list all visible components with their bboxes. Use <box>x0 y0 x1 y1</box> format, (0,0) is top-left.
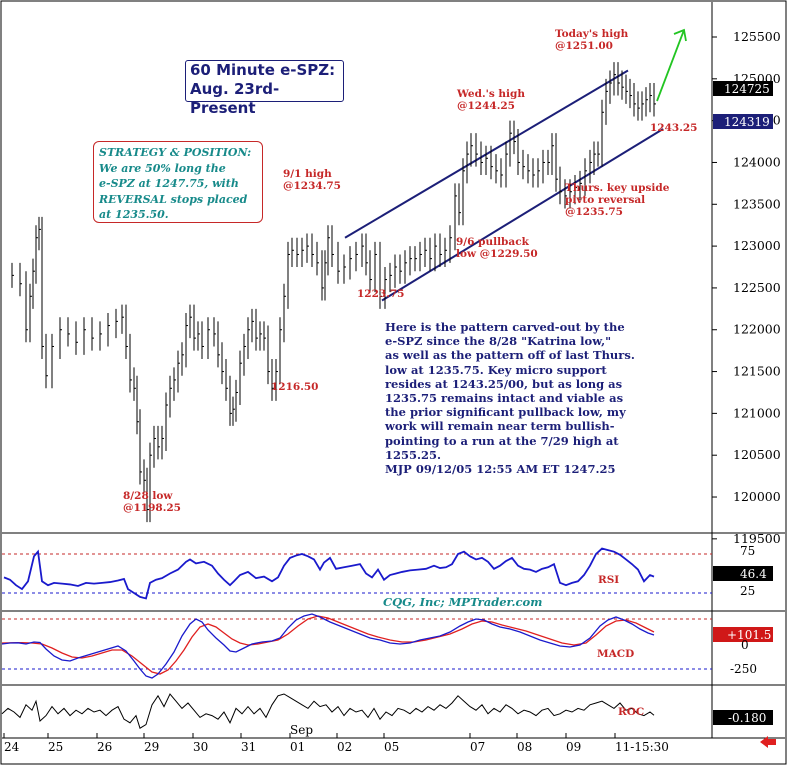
macd-value-label: +101.5 <box>727 628 771 642</box>
annotation-today-high: @1251.00 <box>555 40 613 52</box>
annotation-wed-high: Wed.'s high <box>456 88 525 100</box>
price-tick-label: 119500 <box>733 531 781 546</box>
commentary-text: Here is the pattern carved-out by the e-… <box>385 320 685 476</box>
x-tick-label: 07 <box>470 740 485 754</box>
commentary-line: the prior significant pullback low, my <box>385 405 626 420</box>
price-tick-label: 122000 <box>733 322 781 337</box>
rsi-value-label: 46.4 <box>740 567 767 581</box>
annotation-katrina-low: @1198.25 <box>123 502 181 514</box>
roc-name-label: ROC <box>618 706 644 718</box>
chart-title-line-2: Aug. 23rd-Present <box>190 80 280 117</box>
commentary-line: Here is the pattern carved-out by the <box>385 320 625 334</box>
macd-value-box <box>713 627 773 642</box>
annotation-sep6-pullback: low @1229.50 <box>456 248 538 260</box>
chart-title-box: 60 Minute e-SPZ: Aug. 23rd-Present <box>185 60 344 117</box>
annotation-thurs-reversal: pivto reversal <box>565 194 645 206</box>
macd-signal-line <box>1 615 655 675</box>
strategy-line: e-SPZ at 1247.75, with <box>99 177 239 190</box>
annotation-support-1243: 1243.25 <box>650 122 698 134</box>
x-tick-label: 01 <box>290 740 305 754</box>
projection-arrowhead <box>673 28 687 42</box>
annotation-thurs-reversal: @1235.75 <box>565 206 623 218</box>
macd-tick-label: 0 <box>741 638 749 652</box>
roc-line <box>1 693 655 729</box>
x-tick-label: 11-15:30 <box>615 740 669 754</box>
price-tick-label: 123000 <box>733 238 781 253</box>
rsi-tick-label: 25 <box>740 584 755 598</box>
price-tick-label: 122500 <box>733 280 781 295</box>
channel-lower-line <box>381 128 664 302</box>
chart-title-line-1: 60 Minute e-SPZ: <box>190 61 336 79</box>
x-tick-label: 29 <box>144 740 159 754</box>
roc-value-label: -0.180 <box>728 711 766 725</box>
x-tick-label: 02 <box>337 740 352 754</box>
x-tick-label: 08 <box>517 740 532 754</box>
x-tick-label: 25 <box>48 740 63 754</box>
annotation-low-1216: 1216.50 <box>271 381 319 393</box>
x-tick-label: 31 <box>241 740 256 754</box>
x-tick-label: 05 <box>384 740 399 754</box>
commentary-line: pointing to a run at the 7/29 high at <box>385 433 619 448</box>
x-tick-label: 09 <box>566 740 581 754</box>
price-tick-label: 120500 <box>733 447 781 462</box>
x-tick-label: 30 <box>193 740 208 754</box>
macd-line <box>1 613 655 679</box>
x-tick-label: 26 <box>97 740 112 754</box>
last-price-label: 124725 <box>724 82 770 96</box>
commentary-line: low at 1235.75. Key micro support <box>385 362 607 377</box>
scroll-left-arrow-icon <box>760 736 776 748</box>
rsi-name-label: RSI <box>598 574 619 586</box>
commentary-line: 1235.75 remains intact and viable as <box>385 391 624 406</box>
support-price-label: 124319 <box>724 115 770 129</box>
annotation-sep6-pullback: 9/6 pullback <box>456 236 530 248</box>
commentary-line: resides at 1243.25/00, but as long as <box>385 376 623 391</box>
commentary-line: as well as the pattern off of last Thurs… <box>385 348 635 363</box>
projection-arrow <box>656 29 685 102</box>
price-tick-label: 120000 <box>733 489 781 504</box>
last-price-box <box>713 81 773 96</box>
commentary-line: MJP 09/12/05 12:55 AM ET 1247.25 <box>385 462 616 477</box>
rsi-value-box <box>713 566 773 581</box>
strategy-line: STRATEGY & POSITION: <box>99 146 252 159</box>
strategy-box: STRATEGY & POSITION: We are 50% long the… <box>93 141 263 223</box>
commentary-line: work will remain near term bullish- <box>385 419 615 434</box>
annotation-katrina-low: 8/28 low <box>123 490 173 502</box>
strategy-line: at 1235.50. <box>99 208 169 221</box>
roc-value-box <box>713 710 773 725</box>
price-tick-label: 125500 <box>733 29 781 44</box>
price-tick-label: 121000 <box>733 405 781 420</box>
price-tick-label: 124000 <box>733 154 781 169</box>
credit-label: CQG, Inc; MPTrader.com <box>383 595 542 609</box>
annotation-thurs-reversal: Thurs. key upside <box>565 182 670 194</box>
commentary-line: e-SPZ since the 8/28 "Katrina low," <box>385 334 612 349</box>
strategy-line: REVERSAL stops placed <box>99 192 248 206</box>
x-tick-label: 24 <box>4 740 20 754</box>
strategy-line: We are 50% long the <box>99 161 226 175</box>
month-label: Sep <box>290 723 313 737</box>
macd-name-label: MACD <box>597 648 634 660</box>
commentary-line: 1255.25. <box>385 447 442 462</box>
annotation-sep1-high: 9/1 high <box>283 168 332 180</box>
rsi-tick-label: 75 <box>740 544 755 558</box>
annotation-sep1-high: @1234.75 <box>283 180 341 192</box>
annotation-wed-high: @1244.25 <box>457 100 515 112</box>
annotation-today-high: Today's high <box>555 28 629 40</box>
macd-tick-label: -250 <box>730 662 757 676</box>
price-tick-label: 121500 <box>733 364 781 379</box>
price-tick-label: 123500 <box>733 196 781 211</box>
rsi-line <box>3 547 655 600</box>
support-price-box <box>713 114 773 129</box>
annotation-low-1223: 1223.75 <box>357 288 405 300</box>
